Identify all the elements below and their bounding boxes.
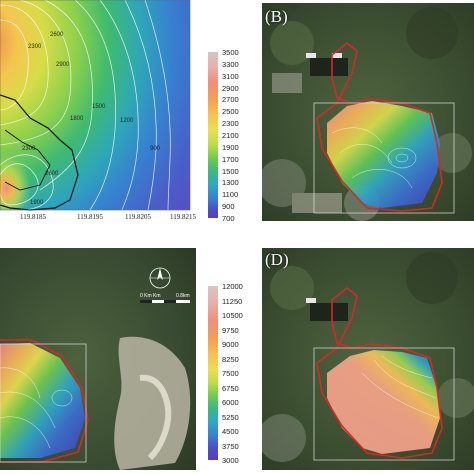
site-boundary bbox=[316, 41, 443, 212]
satellite-map-d bbox=[262, 248, 474, 470]
heatmap-contours bbox=[331, 127, 417, 189]
site-boundary bbox=[0, 339, 89, 463]
satellite-map-c: 0 Km Km 0.8km bbox=[0, 248, 196, 470]
contour-hotspot bbox=[0, 100, 80, 210]
contour-label: 2600 bbox=[50, 32, 64, 38]
contour-label: 1500 bbox=[92, 104, 106, 110]
study-frame bbox=[0, 343, 87, 463]
legend-tick-label: 5250 bbox=[222, 412, 239, 422]
legend-tick-label: 6000 bbox=[222, 398, 239, 407]
legend-tick-label: 2900 bbox=[222, 83, 239, 93]
legend-tick-label: 7500 bbox=[222, 369, 239, 378]
contour-label: 1900 bbox=[30, 200, 44, 206]
legend-tick-label: 700 bbox=[222, 214, 235, 223]
study-frame bbox=[313, 347, 455, 461]
x-axis-tick: 119.8215 bbox=[170, 213, 196, 221]
legend-tick-label: 1700 bbox=[222, 154, 239, 164]
contour-label: 1800 bbox=[70, 116, 84, 122]
legend-values: 12000 11250 10500 9750 9000 8250 7500 6750 6000 5… bbox=[208, 282, 252, 466]
legend-tick-label: 3500 bbox=[222, 48, 239, 57]
study-frame bbox=[313, 102, 455, 214]
heatmap-contours bbox=[0, 367, 73, 449]
legend-tick-label: 8250 bbox=[222, 354, 239, 364]
legend-tick-label: 3300 bbox=[222, 59, 239, 69]
panel-label: (B) bbox=[265, 7, 288, 26]
legend-tick-label: 3100 bbox=[222, 71, 239, 81]
scale-bar: 0 Km Km 0.8km bbox=[140, 293, 190, 303]
panel-d-satellite-map: (D) bbox=[262, 248, 474, 470]
contour-label: 2300 bbox=[28, 44, 42, 50]
north-arrow-icon bbox=[149, 267, 171, 289]
contour-label: 2600 bbox=[45, 171, 59, 177]
legend-tick-label: 3750 bbox=[222, 441, 239, 451]
legend-tick-label: 10500 bbox=[222, 311, 243, 320]
panel-c-satellite-map: 0 Km Km 0.8km bbox=[0, 248, 196, 470]
legend-tick-label: 3000 bbox=[222, 456, 239, 465]
map-frame bbox=[0, 0, 191, 211]
contour-label: 1200 bbox=[120, 118, 134, 124]
building bbox=[306, 298, 316, 303]
contour-label: 2900 bbox=[56, 62, 70, 68]
terrain-texture bbox=[262, 252, 474, 462]
x-axis-tick: 119.8185 bbox=[20, 213, 46, 221]
study-boundary bbox=[0, 94, 79, 211]
contour-label: 900 bbox=[150, 146, 161, 152]
panel-b-satellite-map: (B) bbox=[262, 3, 474, 221]
contour-map-a: 2300 2600 2900 1500 1800 1200 900 2300 2… bbox=[0, 0, 191, 211]
legend-elevation: 3500 3300 3100 2900 2700 2500 2300 2100 1900 1700… bbox=[208, 48, 252, 224]
legend-color-bar bbox=[208, 286, 218, 460]
legend-tick-label: 2700 bbox=[222, 95, 239, 105]
building bbox=[306, 53, 316, 58]
legend-tick-label: 12000 bbox=[222, 282, 243, 291]
legend-tick-label: 900 bbox=[222, 202, 235, 212]
reservoir bbox=[310, 303, 348, 321]
quarry-road bbox=[139, 374, 172, 461]
legend-tick-label: 11250 bbox=[222, 296, 243, 306]
heatmap-contours bbox=[361, 355, 439, 419]
legend-tick-label: 9750 bbox=[222, 325, 239, 335]
cleared-land bbox=[114, 336, 191, 470]
building bbox=[332, 53, 342, 58]
legend-tick-label: 2100 bbox=[222, 131, 239, 140]
legend-tick-label: 1100 bbox=[222, 190, 239, 200]
x-axis-tick: 119.8195 bbox=[77, 213, 103, 221]
contour-label-group: 2300 2600 2900 1500 1800 1200 900 2300 2… bbox=[22, 32, 161, 206]
legend-tick-label: 2500 bbox=[222, 107, 239, 117]
panel-label: (D) bbox=[265, 250, 289, 269]
reservoir bbox=[310, 58, 348, 76]
legend-tick-label: 1500 bbox=[222, 166, 239, 176]
legend-tick-label: 9000 bbox=[222, 340, 239, 349]
satellite-map-b bbox=[262, 3, 474, 221]
legend-tick-label: 6750 bbox=[222, 383, 239, 393]
contour-lines bbox=[0, 0, 171, 211]
heatmap-overlay bbox=[327, 350, 440, 454]
legend-tick-label: 1900 bbox=[222, 142, 239, 152]
panel-a-contour-map: 2300 2600 2900 1500 1800 1200 900 2300 2… bbox=[0, 0, 196, 222]
inner-boundary bbox=[4, 129, 51, 191]
contour-label: 2300 bbox=[22, 146, 36, 152]
legend-tick-label: 2300 bbox=[222, 119, 239, 129]
x-axis-tick: 119.8205 bbox=[125, 213, 151, 221]
site-boundary bbox=[316, 286, 443, 459]
legend-color-bar bbox=[208, 52, 218, 218]
legend-tick-label: 1300 bbox=[222, 178, 239, 188]
scale-label: 0.8km bbox=[176, 293, 190, 299]
legend-tick-label: 4500 bbox=[222, 427, 239, 436]
scale-label: 0 Km Km bbox=[140, 293, 161, 299]
